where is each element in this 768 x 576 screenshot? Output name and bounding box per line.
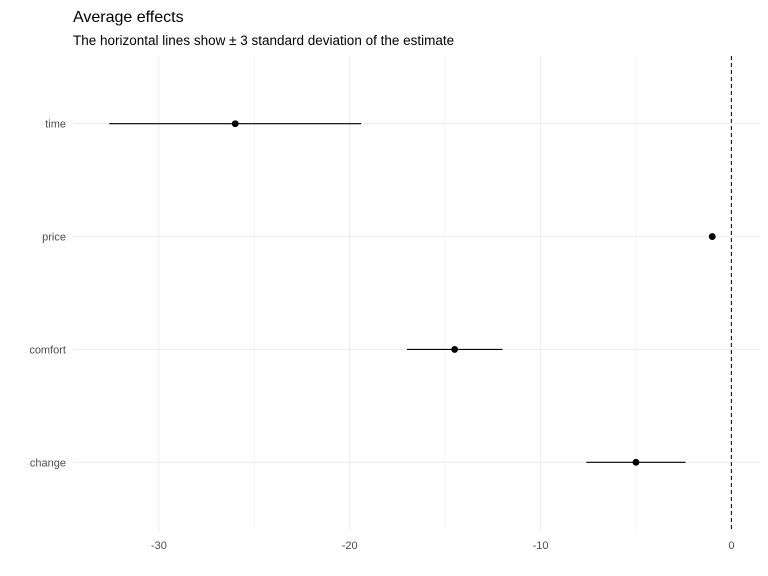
point-time [231,120,239,128]
x-tick-label: 0 [728,540,734,552]
x-tick-label: -10 [533,540,549,552]
x-axis-ticks: -30 -20 -10 0 [151,540,735,552]
x-tick-label: -20 [342,540,358,552]
y-tick-label-time: time [45,119,66,131]
y-axis-ticks: time price comfort change [29,119,66,470]
x-tick-label: -30 [151,540,167,552]
point-price [708,233,716,240]
point-change [632,458,640,466]
point-comfort [451,346,459,353]
intervals [109,123,686,463]
chart-title: Average effects [73,9,184,26]
chart-subtitle: The horizontal lines show ± 3 standard d… [73,33,454,48]
y-tick-label-change: change [30,457,66,469]
grid [73,56,760,530]
y-tick-label-price: price [42,232,66,244]
y-tick-label-comfort: comfort [29,344,66,356]
points [231,120,716,466]
